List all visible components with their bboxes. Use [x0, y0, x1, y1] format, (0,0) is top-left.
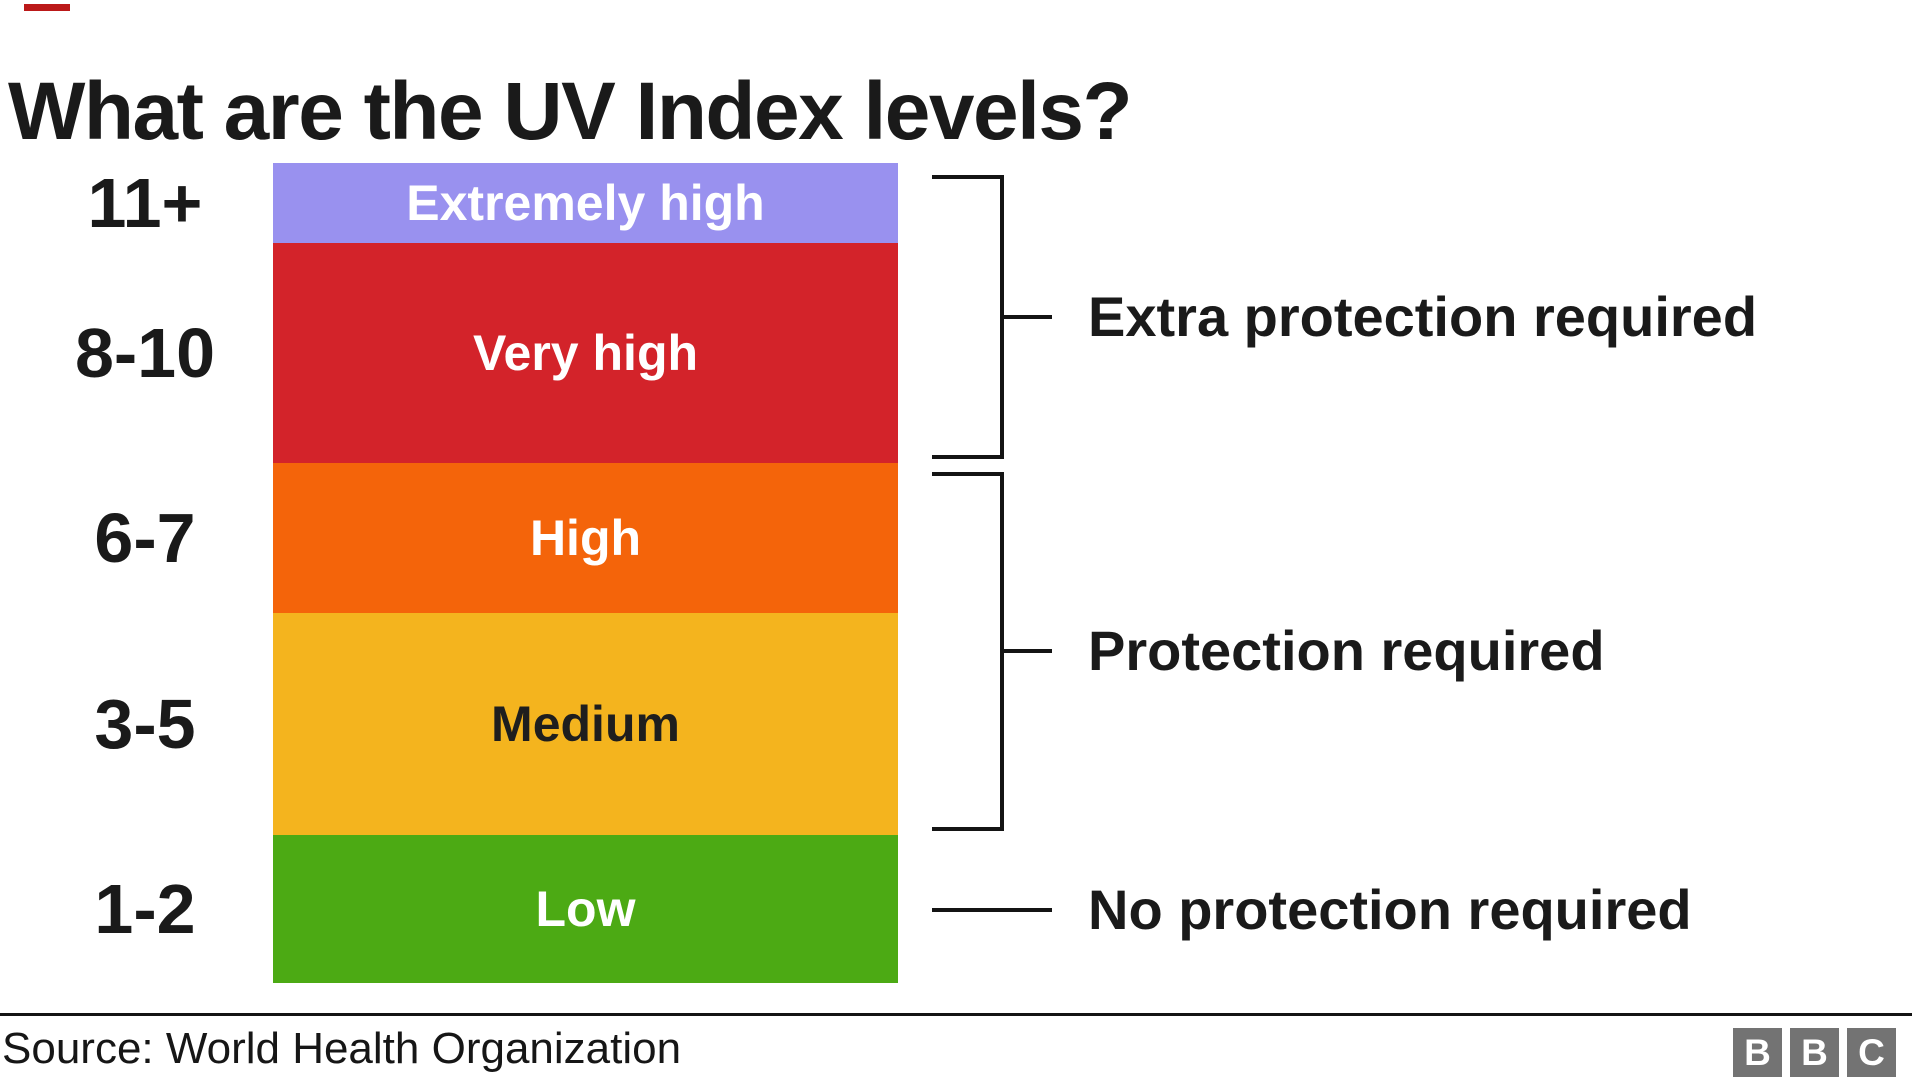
band-label: Low — [535, 881, 636, 937]
bbc-red-tick — [24, 4, 70, 11]
bbc-logo-square: C — [1847, 1028, 1896, 1077]
annotation-protection: Protection required — [1088, 619, 1605, 682]
source-credit: Source: World Health Organization — [2, 1024, 682, 1073]
band-high: High — [273, 463, 898, 613]
bbc-logo: B B C — [1733, 1028, 1896, 1077]
annotation-no-protection: No protection required — [1088, 878, 1692, 941]
band-extremely-high: Extremely high — [273, 163, 898, 243]
band-label: High — [529, 510, 642, 566]
no-protection-leader-line — [932, 908, 1052, 912]
range-label-6-7: 6-7 — [94, 499, 196, 577]
bracket-extra-protection-top-tick — [932, 175, 1002, 179]
band-low: Low — [273, 835, 898, 983]
bracket-protection-top-tick — [932, 472, 1004, 476]
range-label-3-5: 3-5 — [94, 685, 196, 763]
range-label-8-10: 8-10 — [74, 314, 216, 392]
bracket-protection-bottom-tick — [932, 827, 1004, 831]
page-title: What are the UV Index levels? — [8, 65, 1133, 157]
band-very-high: Very high — [273, 243, 898, 463]
bbc-logo-letter: B — [1801, 1032, 1828, 1073]
band-medium: Medium — [273, 613, 898, 835]
bracket-extra-protection-label-tick — [1002, 315, 1052, 319]
bracket-extra-protection-bottom-tick — [932, 455, 1004, 459]
band-label: Medium — [491, 696, 680, 752]
annotation-extra-protection: Extra protection required — [1088, 285, 1758, 348]
bbc-logo-letter: C — [1858, 1032, 1885, 1073]
band-label: Extremely high — [406, 175, 765, 231]
bbc-logo-square: B — [1733, 1028, 1782, 1077]
range-label-11plus: 11+ — [87, 164, 203, 242]
range-label-1-2: 1-2 — [94, 870, 196, 948]
bracket-protection-label-tick — [1002, 649, 1052, 653]
uv-index-stacked-bar: Extremely high Very high High Medium Low — [273, 163, 898, 983]
footer-divider — [0, 1013, 1912, 1016]
band-label: Very high — [472, 325, 699, 381]
bbc-logo-letter: B — [1744, 1032, 1771, 1073]
bbc-logo-square: B — [1790, 1028, 1839, 1077]
